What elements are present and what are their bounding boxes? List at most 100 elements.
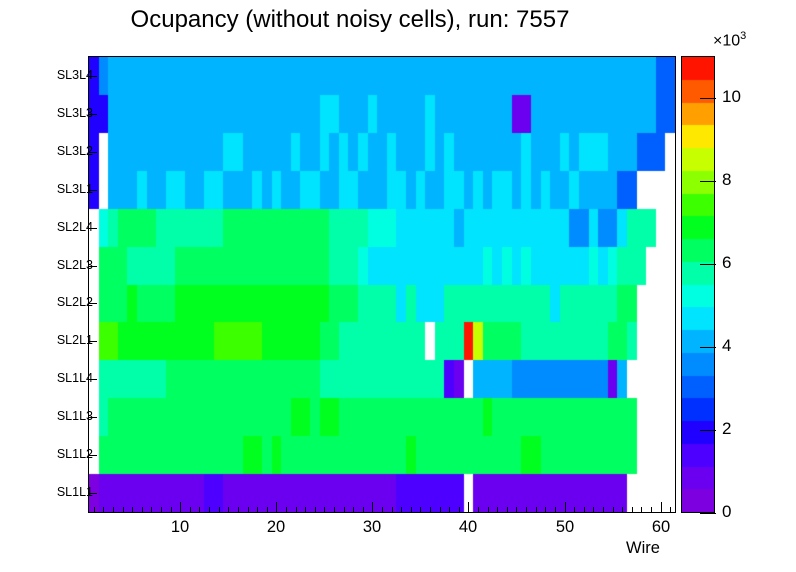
x-axis-minor-tick [392,507,393,513]
x-axis-tick-label: 20 [266,518,286,536]
x-axis-minor-tick [334,507,335,513]
y-axis-tick [88,190,97,191]
colorbar-tick-label: 2 [722,419,732,438]
y-axis-tick [88,455,97,456]
x-axis-minor-tick [199,507,200,513]
x-axis-major-tick [372,502,373,513]
y-axis-label-sl2l1: SL2L1 [56,333,93,348]
y-axis-label-sl3l2: SL3L2 [56,143,93,158]
x-axis-minor-tick [478,507,479,513]
x-axis-minor-tick [440,507,441,513]
colorbar-tick-label: 0 [722,502,732,521]
x-axis-minor-tick [411,507,412,513]
x-axis-major-tick [661,502,662,513]
colorbar-tick [700,347,716,348]
y-axis-label-sl1l2: SL1L2 [56,447,93,462]
heatmap-cells[interactable] [89,57,675,512]
x-axis-minor-tick [324,507,325,513]
x-axis-minor-tick [584,507,585,513]
x-axis-major-tick [276,502,277,513]
x-axis-minor-tick [555,507,556,513]
x-axis-minor-tick [257,507,258,513]
x-axis-minor-tick [670,507,671,513]
x-axis-minor-tick [536,507,537,513]
x-axis-minor-tick [488,507,489,513]
x-axis-minor-tick [353,507,354,513]
y-axis-label-sl1l4: SL1L4 [56,371,93,386]
heatmap-plot-area[interactable] [88,56,676,513]
x-axis-minor-tick [526,507,527,513]
colorbar-tick [700,181,716,182]
y-axis-label-sl1l3: SL1L3 [56,409,93,424]
x-axis-title: Wire [626,539,660,557]
x-axis-minor-tick [459,507,460,513]
colorbar-multiplier-exponent: 3 [740,30,747,42]
y-axis-tick [88,341,97,342]
x-axis-minor-tick [430,507,431,513]
x-axis-minor-tick [613,507,614,513]
x-axis-tick-label: 30 [362,518,382,536]
y-axis-label-sl1l1: SL1L1 [56,485,93,500]
colorbar-multiplier: ×103 [713,30,746,50]
y-axis-tick [88,493,97,494]
y-axis-label-sl2l2: SL2L2 [56,295,93,310]
colorbar[interactable] [681,56,715,513]
x-axis-minor-tick [574,507,575,513]
x-axis-minor-tick [593,507,594,513]
y-axis-tick [88,152,97,153]
y-axis-tick [88,266,97,267]
x-axis-tick-label: 40 [458,518,478,536]
y-axis-label-sl3l1: SL3L1 [56,181,93,196]
colorbar-tick-label: 6 [722,253,732,272]
colorbar-multiplier-base: ×10 [713,32,741,50]
x-axis-minor-tick [382,507,383,513]
x-axis-minor-tick [632,507,633,513]
x-axis-minor-tick [507,507,508,513]
x-axis-minor-tick [123,507,124,513]
colorbar-tick-label: 10 [722,87,741,106]
x-axis-minor-tick [296,507,297,513]
x-axis-minor-tick [363,507,364,513]
x-axis-minor-tick [286,507,287,513]
y-axis-label-sl3l3: SL3L3 [56,105,93,120]
x-axis-minor-tick [209,507,210,513]
x-axis-minor-tick [171,507,172,513]
x-axis-minor-tick [651,507,652,513]
x-axis-minor-tick [238,507,239,513]
x-axis-major-tick [565,502,566,513]
y-axis-tick [88,303,97,304]
x-axis-minor-tick [228,507,229,513]
x-axis-tick-label: 10 [170,518,190,536]
x-axis-minor-tick [622,507,623,513]
colorbar-tick-label: 8 [722,170,732,189]
colorbar-tick-label: 4 [722,336,732,355]
x-axis-minor-tick [545,507,546,513]
x-axis-minor-tick [449,507,450,513]
x-axis-minor-tick [219,507,220,513]
x-axis-minor-tick [142,507,143,513]
x-axis-minor-tick [603,507,604,513]
y-axis-tick [88,114,97,115]
x-axis-minor-tick [267,507,268,513]
page-title: Ocupancy (without noisy cells), run: 755… [130,6,570,33]
y-axis-tick [88,379,97,380]
x-axis-minor-tick [190,507,191,513]
x-axis-minor-tick [401,507,402,513]
colorbar-tick [700,98,716,99]
x-axis-minor-tick [344,507,345,513]
x-axis-minor-tick [641,507,642,513]
x-axis-minor-tick [315,507,316,513]
y-axis-tick [88,228,97,229]
colorbar-tick [700,264,716,265]
y-axis-label-sl3l4: SL3L4 [56,67,93,82]
x-axis-tick-label: 60 [651,518,671,536]
x-axis-minor-tick [497,507,498,513]
y-axis-tick [88,76,97,77]
colorbar-tick [700,513,716,514]
x-axis-major-tick [468,502,469,513]
x-axis-minor-tick [516,507,517,513]
colorbar-tick [700,430,716,431]
x-axis-tick-label: 50 [555,518,575,536]
x-axis-minor-tick [151,507,152,513]
